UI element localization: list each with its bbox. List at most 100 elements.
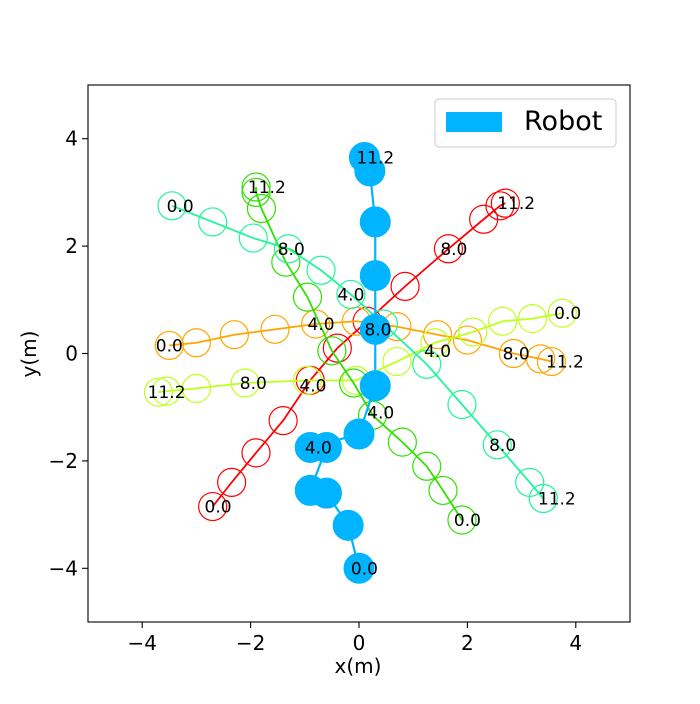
human-3-time-label-1: 4.0 xyxy=(367,404,394,424)
x-tick-label-2: 0 xyxy=(353,631,366,655)
robot-time-label-2: 8.0 xyxy=(364,320,391,340)
robot-time-label-3: 11.2 xyxy=(356,148,394,168)
human-1-time-label-1: 4.0 xyxy=(308,315,335,335)
human-0-time-label-3: 11.2 xyxy=(497,194,535,214)
human-3-marker-9 xyxy=(246,193,277,224)
human-1-marker-1 xyxy=(181,328,211,358)
human-1-marker-2 xyxy=(219,320,249,350)
human-4-marker-2 xyxy=(238,223,268,253)
human-1-marker-0 xyxy=(154,330,184,361)
human-1-marker-3 xyxy=(260,314,290,344)
human-1-marker-8 xyxy=(452,325,482,355)
human-1-time-label-3: 11.2 xyxy=(546,353,584,373)
human-2-marker-8 xyxy=(230,368,260,398)
human-3-marker-6 xyxy=(317,336,347,366)
robot-marker-1 xyxy=(332,509,364,541)
x-tick-label-1: −2 xyxy=(236,631,265,655)
human-0-marker-3 xyxy=(268,406,298,436)
human-3-marker-7 xyxy=(292,282,323,312)
human-3-marker-11 xyxy=(241,172,271,202)
robot-marker-8 xyxy=(359,313,391,345)
human-4-time-label-3: 11.2 xyxy=(538,489,576,509)
human-4-marker-8 xyxy=(447,389,477,420)
human-0-time-label-0: 0.0 xyxy=(205,498,232,518)
human-4-marker-4 xyxy=(306,255,336,285)
robot-marker-6 xyxy=(343,418,375,450)
plot-area: 0.04.08.011.20.04.08.0 11.20.04.08.011.20… xyxy=(143,141,584,584)
human-1-marker-4 xyxy=(301,309,331,339)
human-1-marker-11 xyxy=(536,346,567,377)
human-4-time-label-0: 0.0 xyxy=(167,197,194,217)
y-tick-label-4: 4 xyxy=(65,127,78,151)
human-4-marker-9 xyxy=(482,430,512,460)
robot-time-label-0: 0.0 xyxy=(351,559,378,579)
x-tick-label-3: 2 xyxy=(461,631,474,655)
human-2-time-label-2: 8.0 xyxy=(240,374,267,394)
human-4-marker-0 xyxy=(157,191,187,221)
robot-marker-3 xyxy=(294,474,326,506)
human-2-marker-0 xyxy=(547,298,577,328)
legend: Robot xyxy=(434,98,617,148)
legend-box xyxy=(434,98,617,148)
human-3-marker-2 xyxy=(412,451,442,481)
robot-marker-10 xyxy=(359,206,391,238)
axis-ticks: −4 −2 0 2 4 −4 −2 0 2 4 xyxy=(49,127,583,655)
human-2-marker-5 xyxy=(382,346,412,377)
legend-label-robot: Robot xyxy=(524,106,602,137)
human-2-marker-10 xyxy=(151,376,182,406)
human-4-marker-11 xyxy=(528,483,558,514)
human-2-marker-1 xyxy=(517,303,548,334)
human-0-marker-0 xyxy=(198,491,228,522)
human-3-marker-10 xyxy=(241,177,271,207)
human-4-time-label-1: 4.0 xyxy=(337,285,364,305)
y-tick-label-1: −2 xyxy=(49,449,78,473)
human-2-marker-9 xyxy=(181,373,211,404)
human-2-marker-7 xyxy=(292,365,323,395)
x-tick-label-4: 4 xyxy=(569,631,582,655)
human-0-marker-10 xyxy=(485,191,515,221)
human-2-marker-3 xyxy=(458,317,488,347)
human-1-time-label-2: 8.0 xyxy=(503,345,530,365)
human-3-time-label-2: 8.0 xyxy=(278,240,305,260)
human-0-marker-7 xyxy=(390,271,420,301)
human-3-marker-1 xyxy=(428,475,458,506)
y-tick-label-3: 2 xyxy=(65,234,78,258)
human-2-marker-2 xyxy=(488,306,518,336)
legend-swatch-robot xyxy=(446,112,502,132)
human-3-time-label-3: 11.2 xyxy=(248,178,286,198)
human-2-marker-11 xyxy=(143,377,174,407)
human-1-time-label-0: 0.0 xyxy=(156,336,183,356)
human-1-marker-10 xyxy=(525,344,556,374)
human-0-marker-11 xyxy=(490,188,520,218)
x-axis-label: x(m) xyxy=(335,654,382,678)
human-0-marker-2 xyxy=(241,438,271,468)
robot-time-label-1: 4.0 xyxy=(305,438,332,458)
y-tick-label-2: 0 xyxy=(65,342,78,366)
human-0-marker-5 xyxy=(322,333,352,363)
human-3-marker-0 xyxy=(447,505,477,535)
robot-marker-9 xyxy=(359,260,391,292)
human-0-marker-8 xyxy=(433,234,464,264)
human-2-time-label-3: 11.2 xyxy=(148,383,186,403)
human-2-time-label-0: 0.0 xyxy=(554,304,581,324)
human-4-marker-1 xyxy=(198,207,228,237)
human-0-time-label-2: 8.0 xyxy=(440,240,467,260)
human-3-marker-3 xyxy=(387,427,417,457)
human-2-marker-4 xyxy=(420,328,450,358)
plot-content: 0.04.08.011.20.04.08.0 11.20.04.08.011.20… xyxy=(143,141,584,584)
human-4-time-label-2: 8.0 xyxy=(489,436,516,456)
human-2-time-label-1: 4.0 xyxy=(424,342,451,362)
human-0-time-label-1: 4.0 xyxy=(299,377,326,397)
y-tick-label-0: −4 xyxy=(49,556,78,580)
human-3-time-label-0: 0.0 xyxy=(454,511,481,531)
human-4-trajectory xyxy=(171,204,544,500)
human-0-marker-1 xyxy=(217,467,247,497)
robot-marker-0 xyxy=(343,552,375,584)
robot-marker-12 xyxy=(348,141,380,173)
human-4-marker-7 xyxy=(412,349,442,379)
x-tick-label-0: −4 xyxy=(127,631,156,655)
robot-marker-5 xyxy=(294,431,326,463)
robot-marker-7 xyxy=(359,370,391,402)
